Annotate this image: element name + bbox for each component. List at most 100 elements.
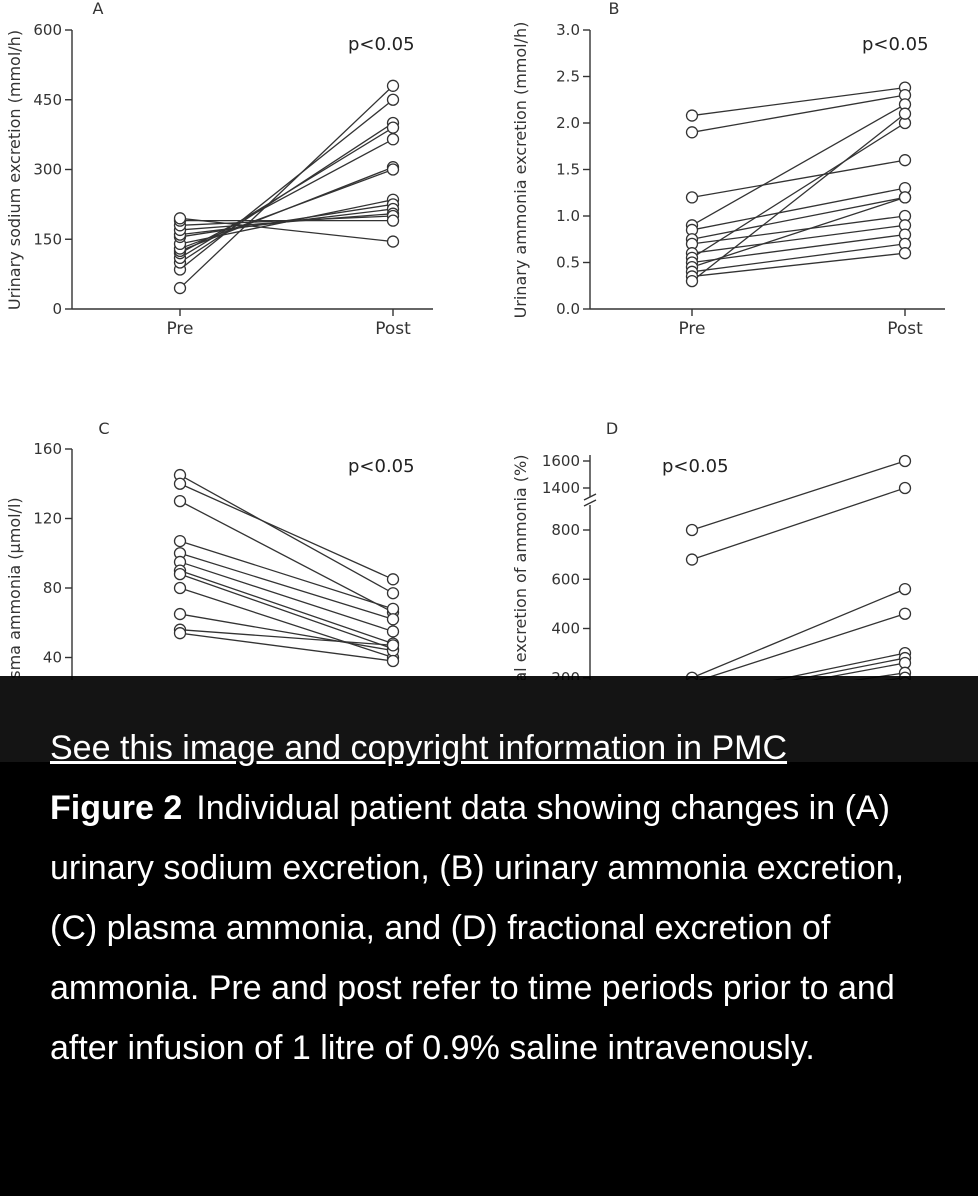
panel-b-y-tick-label: 1.0 xyxy=(556,207,580,225)
panel-b-y-tick-label: 0.0 xyxy=(556,300,580,318)
panel-b-pre-point xyxy=(685,109,699,122)
figure-svg: 0 150 300 450 600 Pre Post Ap<0.05 Urinary sodiu… xyxy=(5,0,945,680)
panel-a-y-axis-label: Urinary sodium excretion (mmol/h) xyxy=(5,30,24,310)
panel-c-pre-point xyxy=(173,607,187,621)
panel-a-p-value: p<0.05 xyxy=(348,34,415,55)
panel-c-pre-point xyxy=(173,567,187,581)
panel-b-patient-line xyxy=(691,196,906,240)
panel-d-post-point xyxy=(898,582,912,596)
panel-a-patient-line xyxy=(179,213,394,231)
panel-a-patient-line xyxy=(179,138,394,254)
panel-a-post-point xyxy=(386,79,400,92)
panel-b-patient-line xyxy=(691,196,906,268)
panel-b-patient-line xyxy=(691,159,906,199)
panel-d-y-tick-label: 200 xyxy=(551,669,580,680)
panel-c-y-axis-label: Plasma ammonia (μmol/l) xyxy=(5,497,24,680)
panel-a-post-point xyxy=(386,235,400,248)
panel-d-post-point xyxy=(898,454,912,468)
panel-b-patient-line xyxy=(691,233,906,264)
panel-c-y-tick-label: 160 xyxy=(33,440,62,458)
panel-c-patient-line xyxy=(179,500,394,613)
panel-b-patient-line xyxy=(691,224,906,254)
panel-d-y-tick-label: 1600 xyxy=(542,452,580,470)
panel-b-p-value: p<0.05 xyxy=(862,34,929,55)
panel-c-patient-line xyxy=(179,483,394,580)
panel-d-letter: D xyxy=(606,419,618,438)
panel-b-y-tick-label: 1.5 xyxy=(556,161,580,179)
panel-b-y-tick-label: 3.0 xyxy=(556,21,580,39)
panel-c-patient-line xyxy=(179,561,394,633)
panel-c-pre-point xyxy=(173,627,187,640)
panel-b-y-tick-label: 0.5 xyxy=(556,254,580,272)
panel-b-patient-line xyxy=(691,94,906,133)
panel-c-y-tick-label: 80 xyxy=(43,579,62,597)
panel-c-patient-line xyxy=(179,540,394,610)
panel-d-patient-line xyxy=(691,588,906,679)
panel-c-post-point xyxy=(386,613,400,626)
panel-b-pre-point xyxy=(685,274,699,288)
panel-b-patient-line xyxy=(691,122,906,259)
panel-d-pre-point xyxy=(685,523,699,537)
panel-d-y-tick-label: 1400 xyxy=(542,479,580,497)
panel-a-patient-line xyxy=(179,99,394,270)
panel-d-y-tick-label: 400 xyxy=(551,620,580,638)
panel-d-patient-line xyxy=(691,487,906,561)
figure-caption: Figure 2 Individual patient data showing … xyxy=(50,778,940,1078)
panel-c-post-point xyxy=(386,602,400,615)
panel-c-y-tick-label: 40 xyxy=(43,649,62,667)
copyright-link[interactable]: See this image and copyright information… xyxy=(50,729,788,767)
panel-c-p-value: p<0.05 xyxy=(348,456,415,477)
panel-a-post-point xyxy=(386,93,400,106)
panel-d-y-tick-label: 600 xyxy=(551,570,580,588)
panel-b-patient-line xyxy=(691,113,906,282)
panel-d-p-value: p<0.05 xyxy=(662,456,729,477)
panel-b-patient-line xyxy=(691,243,906,273)
panel-c-patient-line xyxy=(179,474,394,594)
panel-c-post-point xyxy=(386,587,400,600)
panel-c-pre-point xyxy=(173,534,187,548)
panel-c-patient-line xyxy=(179,629,394,646)
panel-a-y-tick-label: 300 xyxy=(33,161,62,179)
panel-b-post-point xyxy=(898,191,912,204)
panel-b-patient-line xyxy=(691,187,906,231)
panel-b-letter: B xyxy=(609,0,620,18)
panel-b-post-point xyxy=(898,247,912,260)
panel-a-y-tick-label: 450 xyxy=(33,91,62,109)
panel-a-patient-line xyxy=(179,85,394,289)
panel-a-y-tick-label: 0 xyxy=(52,300,62,318)
panel-d-post-point xyxy=(898,481,912,495)
panel-b-patient-line xyxy=(691,252,906,278)
panel-a-post-point xyxy=(386,133,400,146)
caption-body: Individual patient data showing changes … xyxy=(50,789,905,1067)
panel-d-post-point xyxy=(898,607,912,620)
panel-b-post-point xyxy=(898,154,912,167)
figure-label: Figure 2 xyxy=(50,789,183,827)
bottom-border xyxy=(0,1196,978,1200)
panel-c-post-point xyxy=(386,625,400,638)
panel-d-pre-point xyxy=(685,553,699,566)
caption-panel xyxy=(0,762,978,1200)
panel-b-patient-line xyxy=(691,87,906,117)
panel-a-patient-line xyxy=(179,168,394,250)
panel-a-letter: A xyxy=(93,0,104,18)
panel-c-pre-point xyxy=(173,477,187,490)
panel-b-category-label: Post xyxy=(887,319,923,339)
panel-c-y-tick-label: 120 xyxy=(33,510,62,528)
panel-c-patient-line xyxy=(179,552,394,620)
panel-c-patient-line xyxy=(179,613,394,652)
panel-b-category-label: Pre xyxy=(678,319,705,339)
panel-b-y-axis-label: Urinary ammonia excretion (mmol/h) xyxy=(511,22,530,319)
panel-c-pre-point xyxy=(173,581,187,595)
panel-c-patient-line xyxy=(179,632,394,662)
panel-a-post-point xyxy=(386,163,400,176)
panel-c-letter: C xyxy=(98,419,109,438)
panel-a-category-label: Pre xyxy=(166,319,193,339)
panel-a-category-label: Post xyxy=(375,319,411,339)
panel-c-post-point xyxy=(386,654,400,668)
panel-b-y-tick-label: 2.5 xyxy=(556,68,580,86)
panel-c-pre-point xyxy=(173,494,187,508)
panel-d-patient-line xyxy=(772,652,906,680)
panel-b-pre-point xyxy=(685,126,699,139)
panel-b-patient-line xyxy=(691,103,906,226)
